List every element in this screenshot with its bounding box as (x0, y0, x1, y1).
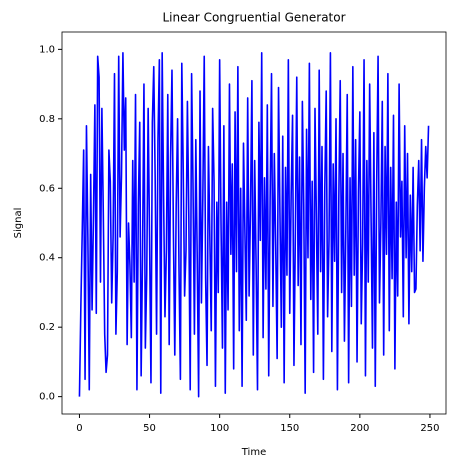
x-tick-label: 150 (280, 423, 299, 434)
chart-title: Linear Congruential Generator (162, 11, 345, 25)
x-axis-label: Time (241, 447, 266, 458)
x-tick-label: 0 (76, 423, 82, 434)
plot-frame (61, 31, 447, 415)
y-tick-label: 0.8 (39, 114, 55, 125)
y-tick-label: 0.4 (39, 253, 55, 264)
y-axis-label: Signal (13, 208, 24, 239)
x-tick-label: 200 (350, 423, 369, 434)
y-tick-label: 0.6 (39, 183, 55, 194)
x-tick-label: 250 (420, 423, 439, 434)
line-series (78, 52, 430, 398)
x-tick-label: 100 (210, 423, 229, 434)
y-tick-label: 1.0 (39, 44, 55, 55)
y-tick-label: 0.0 (39, 392, 55, 403)
x-tick-label: 50 (143, 423, 156, 434)
y-tick-label: 0.2 (39, 322, 55, 333)
